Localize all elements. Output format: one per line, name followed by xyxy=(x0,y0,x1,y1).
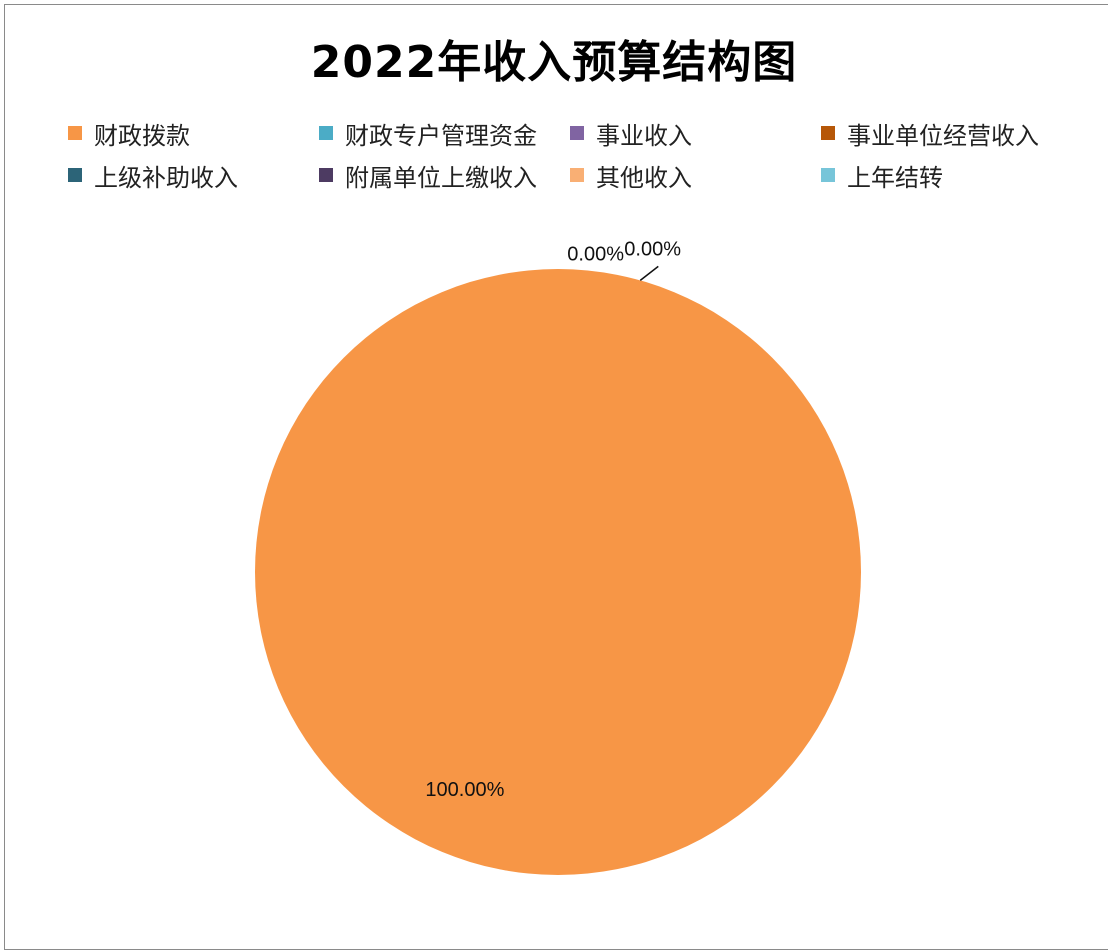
legend-item: 财政专户管理资金 xyxy=(319,112,570,154)
legend-item: 附属单位上缴收入 xyxy=(319,154,570,196)
legend-item: 上年结转 xyxy=(821,154,1098,196)
legend-label: 其他收入 xyxy=(596,163,692,192)
legend-swatch xyxy=(68,168,82,182)
legend-swatch xyxy=(821,168,835,182)
legend-swatch xyxy=(570,126,584,140)
legend-label: 附属单位上缴收入 xyxy=(345,163,537,192)
legend-label: 事业单位经营收入 xyxy=(847,121,1039,150)
legend-label: 事业收入 xyxy=(596,121,692,150)
chart-legend: 财政拨款 财政专户管理资金 事业收入 事业单位经营收入上级补助收入 附属单位上缴收入 其他… xyxy=(68,112,1098,196)
legend-swatch xyxy=(68,126,82,140)
legend-swatch xyxy=(319,126,333,140)
legend-swatch xyxy=(821,126,835,140)
legend-item: 事业收入 xyxy=(570,112,821,154)
legend-item: 财政拨款 xyxy=(68,112,319,154)
data-label: 100.00% xyxy=(425,779,504,801)
legend-label: 财政拨款 xyxy=(94,121,190,150)
legend-swatch xyxy=(570,168,584,182)
legend-item: 其他收入 xyxy=(570,154,821,196)
pie-slice xyxy=(255,269,861,875)
legend-label: 上年结转 xyxy=(847,163,943,192)
legend-label: 上级补助收入 xyxy=(94,163,238,192)
data-label: 0.00% xyxy=(624,238,681,260)
data-label: 0.00% xyxy=(567,243,624,265)
legend-swatch xyxy=(319,168,333,182)
legend-item: 事业单位经营收入 xyxy=(821,112,1098,154)
leader-line xyxy=(639,265,659,281)
chart-title: 2022年收入预算结构图 xyxy=(310,37,798,88)
legend-item: 上级补助收入 xyxy=(68,154,319,196)
legend-label: 财政专户管理资金 xyxy=(345,121,537,150)
